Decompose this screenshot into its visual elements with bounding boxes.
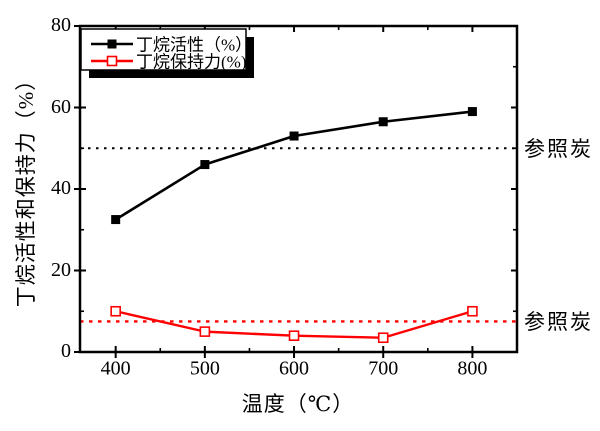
- x-tick-label: 500: [189, 357, 220, 380]
- series-line-0: [114, 110, 473, 221]
- legend-marker-1: [106, 55, 118, 67]
- legend-label-butane-retention: 丁烷保持力(%): [136, 52, 247, 72]
- series-0-marker: [289, 131, 299, 141]
- series-1-marker: [467, 305, 478, 317]
- y-tick-label: 20: [51, 258, 71, 281]
- series-0-marker: [467, 107, 477, 117]
- series-0-marker: [378, 117, 388, 127]
- series-0-marker: [111, 215, 121, 225]
- x-tick-label: 400: [100, 357, 131, 380]
- y-tick-label: 60: [51, 95, 71, 118]
- legend-marker-0: [107, 39, 117, 49]
- reference-carbon-label-retention: 参照炭: [524, 310, 593, 335]
- series-1-marker: [110, 305, 121, 317]
- series-1-marker: [377, 332, 389, 344]
- y-axis-title: 丁烷活性和保持力（%）: [14, 68, 38, 308]
- series-1-marker: [288, 330, 300, 342]
- x-tick-label: 600: [279, 357, 310, 380]
- series-0-marker: [200, 160, 210, 170]
- series-1-marker: [199, 326, 211, 337]
- reference-carbon-label-activity: 参照炭: [524, 137, 593, 162]
- y-tick-label: 0: [61, 340, 71, 363]
- x-tick-label: 800: [457, 357, 488, 380]
- x-axis-title: 温度（℃）: [241, 392, 355, 416]
- y-tick-label: 80: [51, 14, 71, 37]
- legend-label-butane-activity: 丁烷活性（%）: [136, 35, 253, 55]
- y-tick-label: 40: [51, 177, 71, 200]
- x-tick-label: 700: [368, 357, 399, 380]
